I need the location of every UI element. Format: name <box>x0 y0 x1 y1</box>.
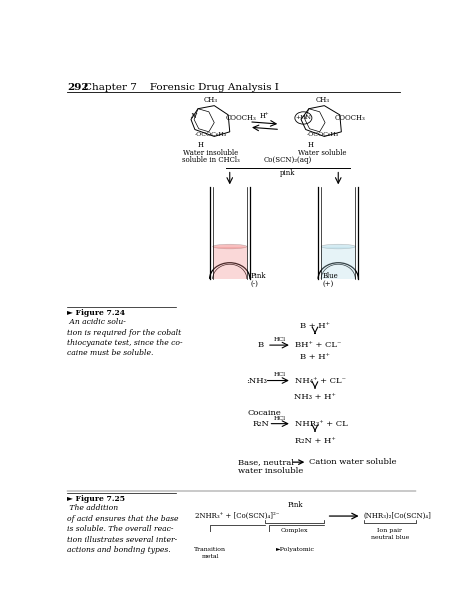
Text: -OCOC₆H₅: -OCOC₆H₅ <box>195 132 227 137</box>
Text: COOCH₃: COOCH₃ <box>226 114 256 122</box>
Text: The addition
of acid ensures that the base
is soluble. The overall reac-
tion il: The addition of acid ensures that the ba… <box>67 505 179 554</box>
Text: soluble in CHCl₃: soluble in CHCl₃ <box>182 155 239 164</box>
Text: B + H⁺: B + H⁺ <box>300 353 330 361</box>
Text: HCl: HCl <box>273 373 285 377</box>
Text: HCl: HCl <box>273 337 285 342</box>
Text: NHR₃⁺ + CL: NHR₃⁺ + CL <box>295 420 347 428</box>
Text: 2NHR₃⁺ + [Co(SCN)₄]²⁻: 2NHR₃⁺ + [Co(SCN)₄]²⁻ <box>195 512 279 520</box>
Text: N: N <box>190 112 196 120</box>
Text: Base, neutral: Base, neutral <box>237 458 293 466</box>
Text: Transition: Transition <box>194 547 227 552</box>
Polygon shape <box>321 246 356 279</box>
Text: metal: metal <box>201 554 219 559</box>
Text: BH⁺ + CL⁻: BH⁺ + CL⁻ <box>295 341 341 349</box>
Text: neutral blue: neutral blue <box>371 535 409 539</box>
Text: Pink: Pink <box>288 501 303 509</box>
Text: H⁺: H⁺ <box>260 111 269 120</box>
Text: Complex: Complex <box>281 529 308 533</box>
Text: Co(SCN)₂(aq): Co(SCN)₂(aq) <box>264 156 312 164</box>
Text: B: B <box>258 341 264 349</box>
Text: (+): (+) <box>323 279 334 288</box>
Text: CH₃: CH₃ <box>316 96 330 104</box>
Text: Blue: Blue <box>323 272 338 280</box>
Text: (NHR₃)₂[Co(SCN)₄]: (NHR₃)₂[Co(SCN)₄] <box>364 512 432 520</box>
Text: Pink: Pink <box>251 272 266 280</box>
Text: Chapter 7    Forensic Drug Analysis I: Chapter 7 Forensic Drug Analysis I <box>84 83 279 91</box>
Text: :NH₃: :NH₃ <box>246 377 267 385</box>
Text: COOCH₃: COOCH₃ <box>334 114 365 122</box>
Text: pink: pink <box>280 169 296 177</box>
Text: CH₃: CH₃ <box>203 96 218 104</box>
Text: NH₄⁺ + CL⁻: NH₄⁺ + CL⁻ <box>295 377 346 385</box>
Text: H: H <box>308 141 314 149</box>
Text: H: H <box>197 141 203 149</box>
Text: HCl: HCl <box>273 416 285 420</box>
Text: (-): (-) <box>251 279 258 288</box>
Text: R₂N: R₂N <box>252 420 269 428</box>
Text: -OCOC₆H₅: -OCOC₆H₅ <box>307 132 339 137</box>
Ellipse shape <box>213 244 247 249</box>
Text: 292: 292 <box>67 83 89 91</box>
Text: ► Figure 7.24: ► Figure 7.24 <box>67 309 125 317</box>
Polygon shape <box>213 246 247 279</box>
Ellipse shape <box>321 244 356 249</box>
Text: B + H⁺: B + H⁺ <box>300 322 330 330</box>
Text: R₂N + H⁺: R₂N + H⁺ <box>295 437 336 444</box>
Text: Ion pair: Ion pair <box>377 529 402 533</box>
Text: ►Polyatomic: ►Polyatomic <box>276 547 315 552</box>
Text: ► Figure 7.25: ► Figure 7.25 <box>67 495 125 504</box>
Text: NH₃ + H⁺: NH₃ + H⁺ <box>294 393 336 401</box>
Text: water insoluble: water insoluble <box>237 466 303 475</box>
Text: +HN: +HN <box>295 115 311 120</box>
Text: Water insoluble: Water insoluble <box>183 149 238 157</box>
Text: Water soluble: Water soluble <box>299 149 347 157</box>
Text: Cation water soluble: Cation water soluble <box>309 458 396 466</box>
Text: Cocaine: Cocaine <box>248 409 282 417</box>
Text: An acidic solu-
tion is required for the cobalt
thiocyanate test, since the co-
: An acidic solu- tion is required for the… <box>67 318 182 358</box>
